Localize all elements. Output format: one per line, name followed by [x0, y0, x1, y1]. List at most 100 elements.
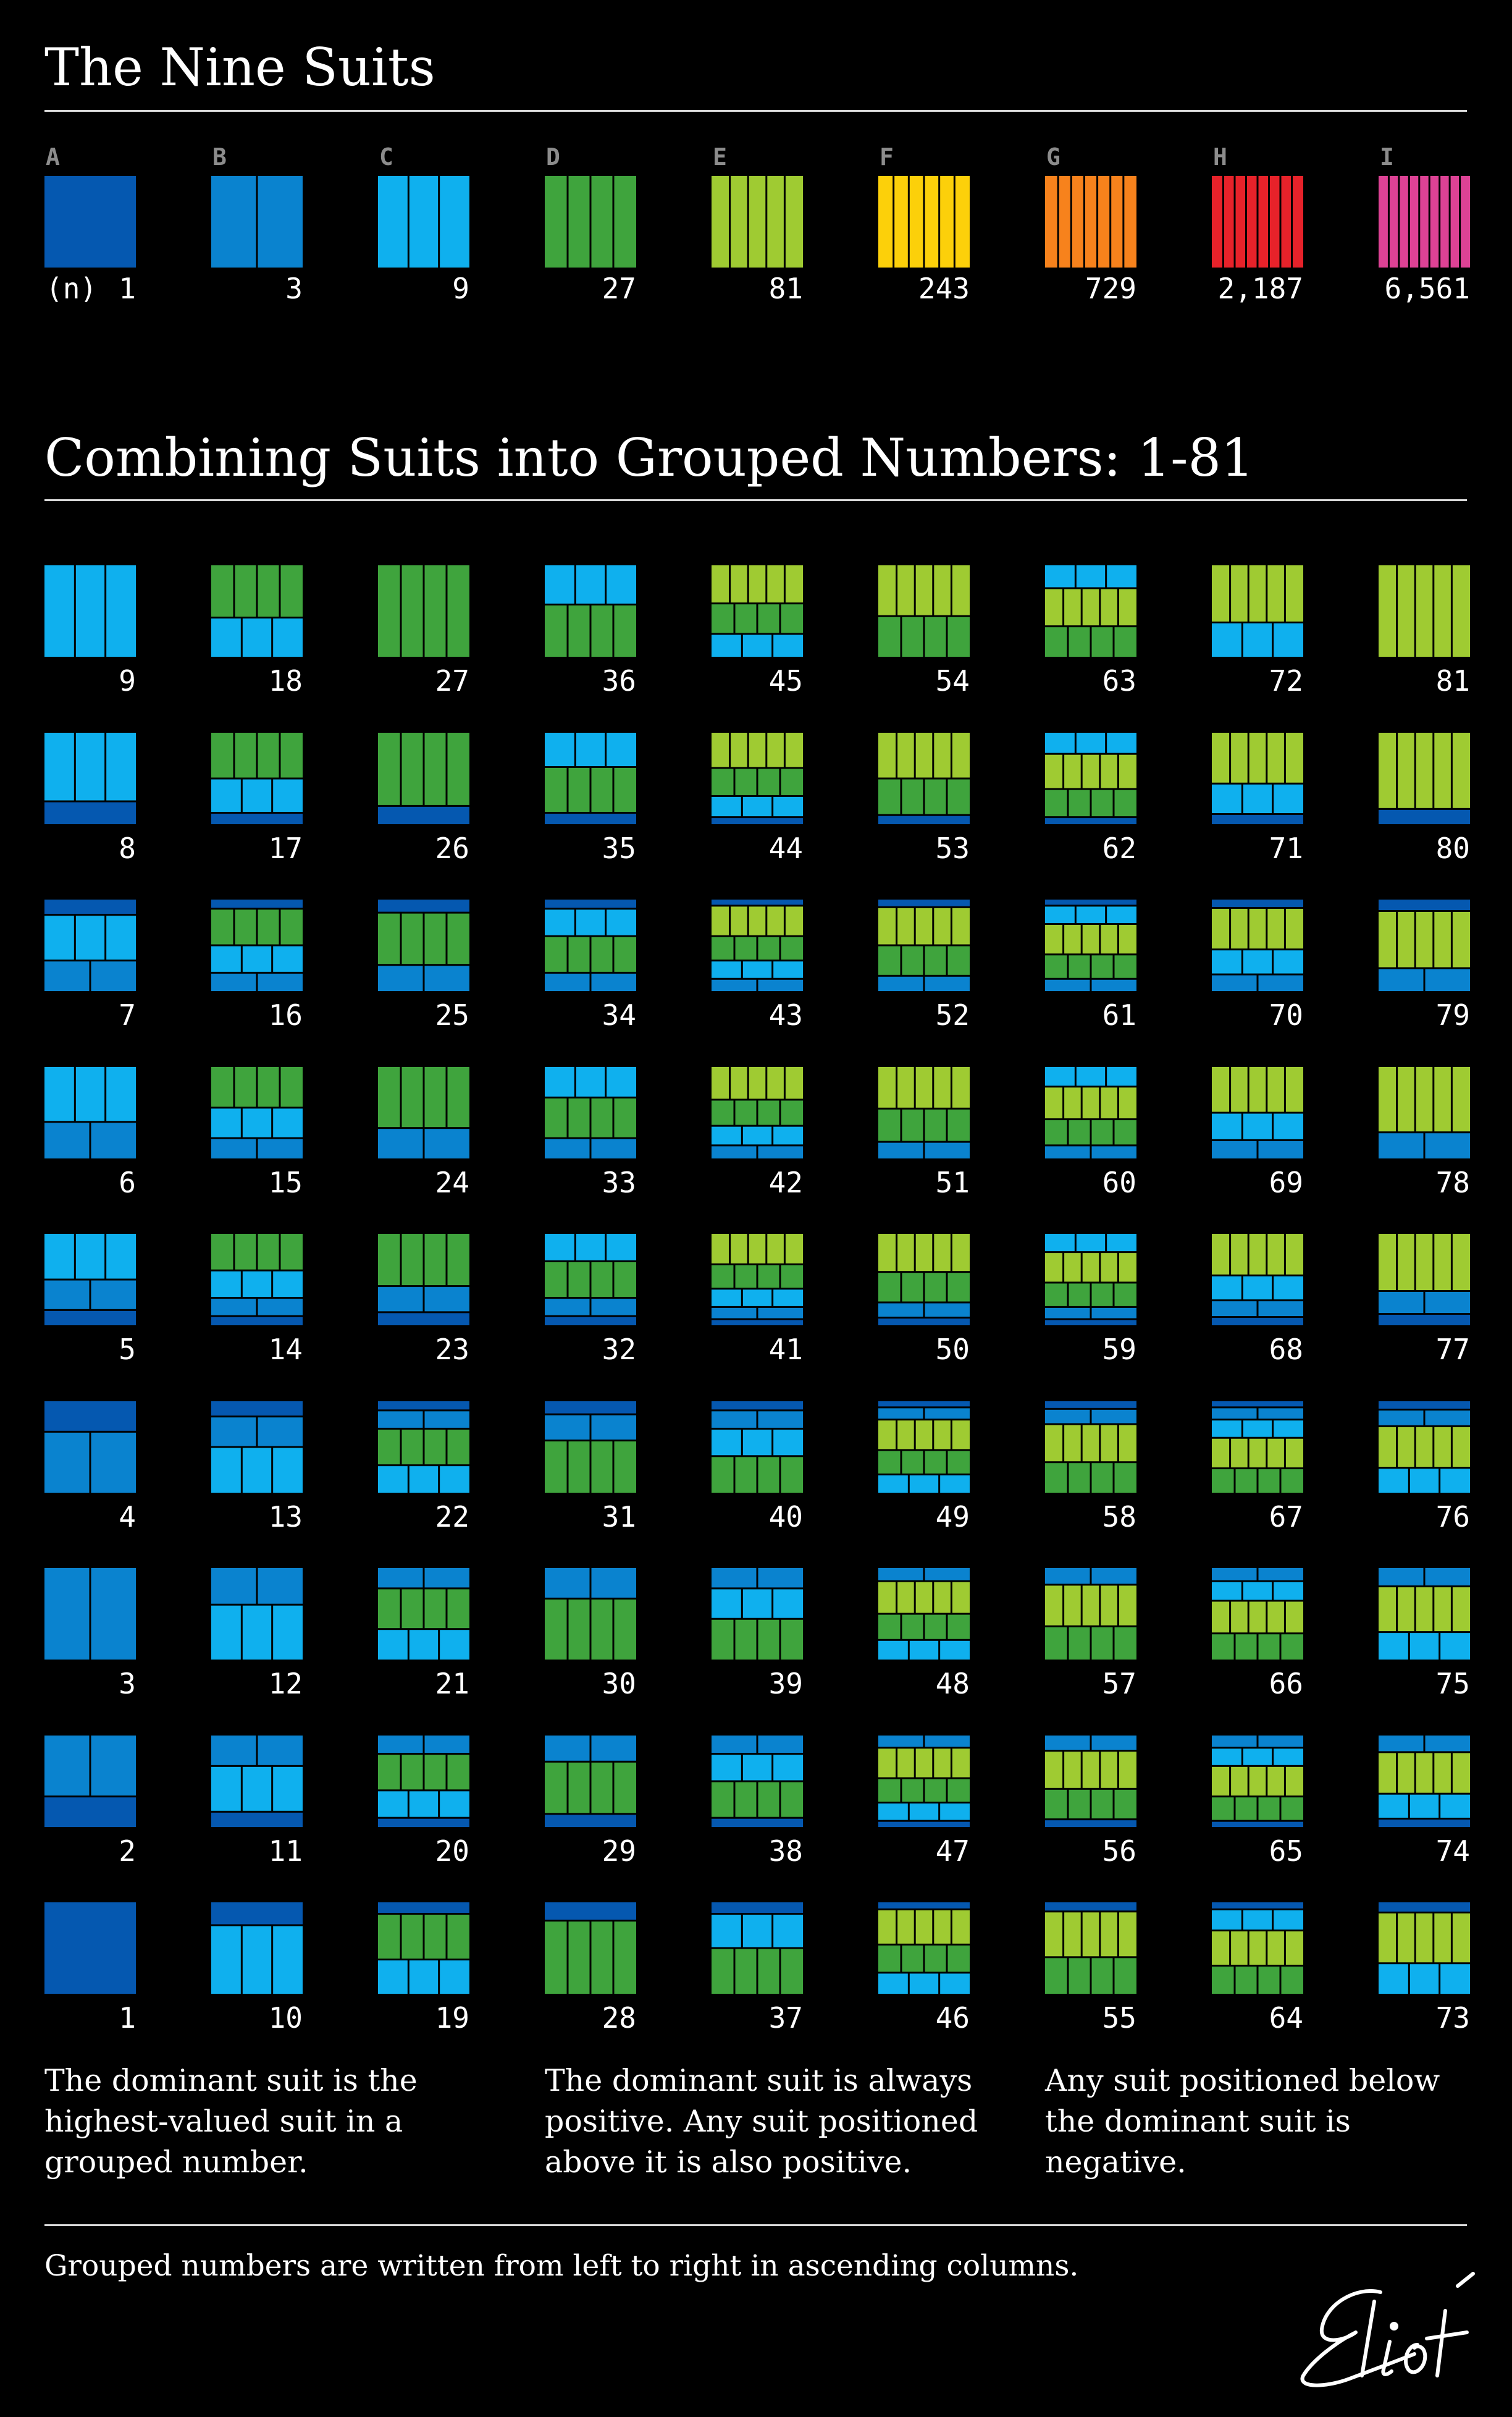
grouped-number-label: 31	[602, 1500, 636, 1533]
grouped-number-5	[44, 1234, 136, 1325]
grouped-number-label: 42	[768, 1166, 803, 1199]
grouped-number-36	[545, 565, 636, 657]
grouped-number-50	[878, 1234, 970, 1325]
footnote: Grouped numbers are written from left to…	[44, 2249, 1079, 2283]
grouped-number-38	[712, 1736, 803, 1827]
grouped-number-label: 26	[435, 832, 469, 865]
grouped-number-18	[211, 565, 303, 657]
grouped-number-label: 22	[435, 1500, 469, 1533]
suit-letter-C: C	[379, 143, 393, 171]
suit-swatch-B	[211, 176, 303, 268]
grouped-number-69	[1212, 1067, 1303, 1158]
grouped-number-label: 3	[119, 1667, 136, 1700]
grouped-number-6	[44, 1067, 136, 1158]
grouped-number-63	[1045, 565, 1136, 657]
grouped-number-40	[712, 1401, 803, 1493]
suit-swatch-E	[712, 176, 803, 268]
grouped-number-label: 37	[768, 2001, 803, 2035]
grouped-number-57	[1045, 1568, 1136, 1660]
grouped-number-label: 27	[435, 664, 469, 698]
grouped-number-10	[211, 1902, 303, 1994]
grouped-number-label: 67	[1269, 1500, 1303, 1533]
grouped-number-label: 58	[1102, 1500, 1136, 1533]
grouped-number-37	[712, 1902, 803, 1994]
grouped-number-label: 5	[119, 1333, 136, 1366]
suit-value-E: 81	[768, 272, 803, 305]
suit-letter-A: A	[46, 143, 60, 171]
grouped-number-label: 39	[768, 1667, 803, 1700]
suit-value-I: 6,561	[1384, 272, 1470, 305]
grouped-number-label: 70	[1269, 998, 1303, 1032]
suit-swatch-C	[378, 176, 469, 268]
grouped-number-25	[378, 900, 469, 991]
grouped-number-label: 68	[1269, 1333, 1303, 1366]
grouped-number-77	[1379, 1234, 1470, 1325]
grouped-number-label: 28	[602, 2001, 636, 2035]
grouped-number-66	[1212, 1568, 1303, 1660]
grouped-number-label: 40	[768, 1500, 803, 1533]
grouped-number-4	[44, 1401, 136, 1493]
n-label: (n)	[46, 272, 98, 305]
grouped-number-44	[712, 733, 803, 824]
grouped-number-54	[878, 565, 970, 657]
suit-swatch-F	[878, 176, 970, 268]
grouped-number-label: 43	[768, 998, 803, 1032]
grouped-number-61	[1045, 900, 1136, 991]
grouped-number-label: 10	[268, 2001, 303, 2035]
grouped-number-79	[1379, 900, 1470, 991]
grouped-number-46	[878, 1902, 970, 1994]
grouped-number-15	[211, 1067, 303, 1158]
grouped-number-label: 56	[1102, 1834, 1136, 1868]
grouped-number-label: 69	[1269, 1166, 1303, 1199]
grouped-number-55	[1045, 1902, 1136, 1994]
grouped-number-1	[44, 1902, 136, 1994]
grouped-number-2	[44, 1736, 136, 1827]
grouped-number-60	[1045, 1067, 1136, 1158]
grouped-number-32	[545, 1234, 636, 1325]
grouped-number-7	[44, 900, 136, 991]
suit-letter-E: E	[713, 143, 727, 171]
grouped-number-label: 35	[602, 832, 636, 865]
suit-letter-D: D	[546, 143, 560, 171]
grouped-number-label: 20	[435, 1834, 469, 1868]
combining-title: Combining Suits into Grouped Numbers: 1-…	[44, 428, 1254, 488]
grouped-number-29	[545, 1736, 636, 1827]
grouped-number-30	[545, 1568, 636, 1660]
grouped-number-label: 54	[935, 664, 970, 698]
grouped-number-label: 65	[1269, 1834, 1303, 1868]
suit-swatch-G	[1045, 176, 1136, 268]
grouped-number-label: 48	[935, 1667, 970, 1700]
grouped-number-label: 19	[435, 2001, 469, 2035]
suit-swatch-A	[44, 176, 136, 268]
bottom-rule	[44, 2224, 1467, 2226]
grouped-number-label: 79	[1435, 998, 1470, 1032]
grouped-number-label: 32	[602, 1333, 636, 1366]
paragraph-negative: Any suit positioned below the dominant s…	[1045, 2063, 1440, 2180]
grouped-number-21	[378, 1568, 469, 1660]
grouped-number-label: 18	[268, 664, 303, 698]
grouped-number-80	[1379, 733, 1470, 824]
grouped-number-label: 2	[119, 1834, 136, 1868]
grouped-number-label: 78	[1435, 1166, 1470, 1199]
grouped-number-label: 76	[1435, 1500, 1470, 1533]
grouped-number-label: 49	[935, 1500, 970, 1533]
signature-eliot	[1300, 2272, 1475, 2387]
grouped-number-label: 45	[768, 664, 803, 698]
grouped-number-label: 55	[1102, 2001, 1136, 2035]
grouped-number-17	[211, 733, 303, 824]
suit-swatch-D	[545, 176, 636, 268]
grouped-number-label: 25	[435, 998, 469, 1032]
grouped-number-51	[878, 1067, 970, 1158]
grouped-number-43	[712, 900, 803, 991]
grouped-number-label: 6	[119, 1166, 136, 1199]
nine-suits-title: The Nine Suits	[44, 37, 435, 98]
grouped-number-label: 66	[1269, 1667, 1303, 1700]
grouped-number-label: 71	[1269, 832, 1303, 865]
grouped-number-label: 34	[602, 998, 636, 1032]
grouped-number-label: 41	[768, 1333, 803, 1366]
suit-value-F: 243	[918, 272, 970, 305]
grouped-number-20	[378, 1736, 469, 1827]
grouped-number-19	[378, 1902, 469, 1994]
suit-letter-H: H	[1213, 143, 1227, 171]
grouped-number-label: 81	[1435, 664, 1470, 698]
